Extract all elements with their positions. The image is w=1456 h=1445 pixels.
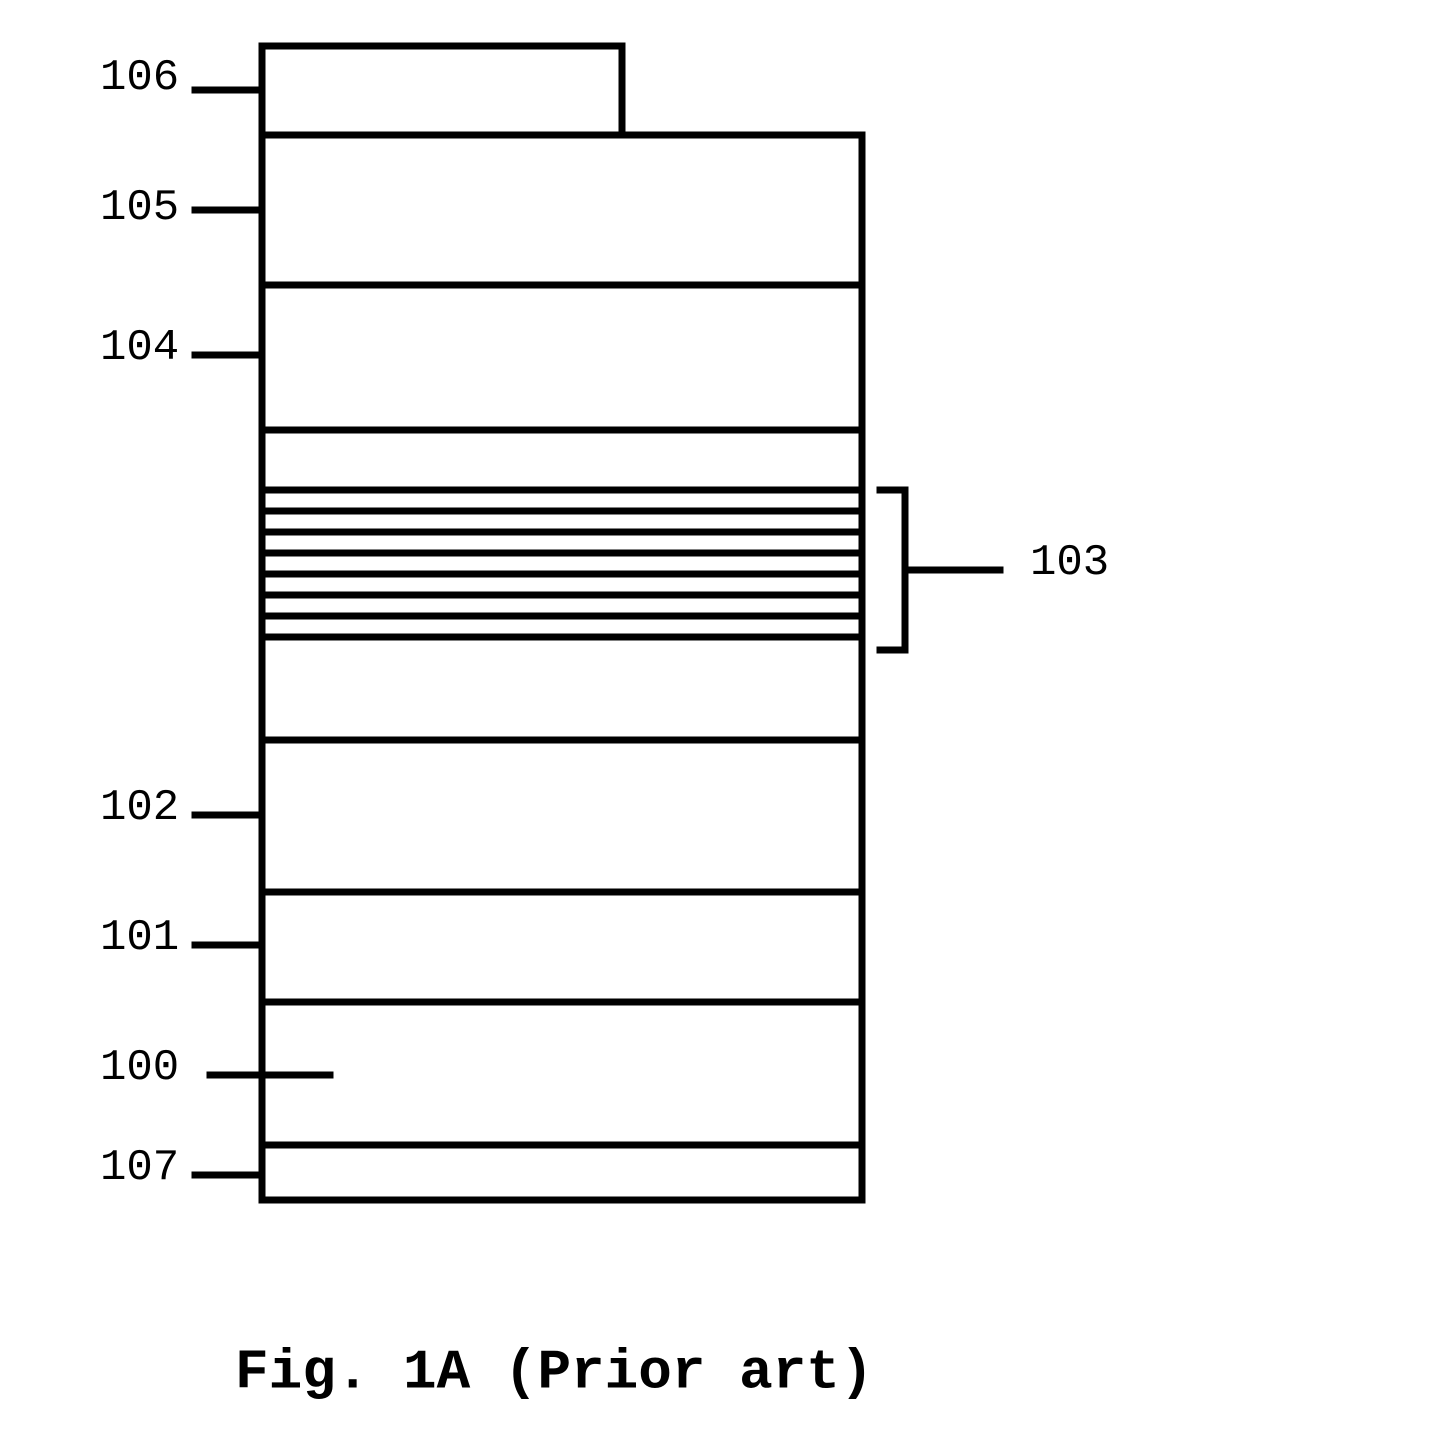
label-107: 107 (100, 1143, 179, 1193)
label-100: 100 (100, 1043, 179, 1093)
label-105: 105 (100, 183, 179, 233)
diagram-svg: 106 105 104 102 101 100 107 103 Fig. 1A (Prior a… (0, 0, 1456, 1445)
label-106: 106 (100, 53, 179, 103)
label-101: 101 (100, 913, 179, 963)
label-103: 103 (1030, 538, 1109, 588)
label-102: 102 (100, 783, 179, 833)
layer-106-cap (262, 46, 622, 135)
stack-outline (262, 135, 862, 1200)
label-104: 104 (100, 323, 179, 373)
figure-area: 106 105 104 102 101 100 107 103 Fig. 1A (Prior a… (0, 0, 1456, 1445)
figure-caption: Fig. 1A (Prior art) (235, 1341, 874, 1405)
